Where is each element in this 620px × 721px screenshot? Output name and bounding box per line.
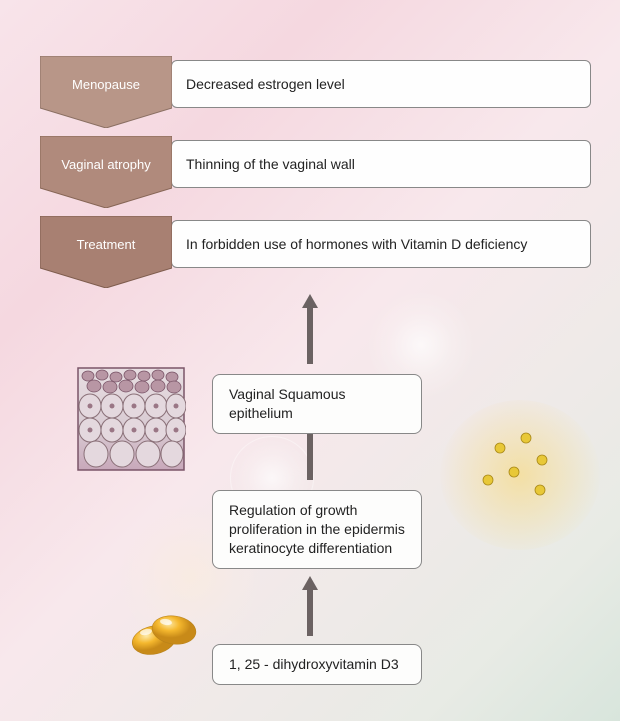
chevron-icon bbox=[40, 56, 172, 128]
chevron-label: Menopause bbox=[40, 56, 172, 112]
chevron-text: Menopause bbox=[72, 77, 140, 92]
chevron-label: Treatment bbox=[40, 216, 172, 272]
chevron-icon bbox=[40, 216, 172, 288]
chevron-label: Vaginal atrophy bbox=[40, 136, 172, 192]
chevron-text: Vaginal atrophy bbox=[61, 157, 150, 172]
chevron-icon bbox=[40, 136, 172, 208]
chevron-text: Treatment bbox=[77, 237, 136, 252]
